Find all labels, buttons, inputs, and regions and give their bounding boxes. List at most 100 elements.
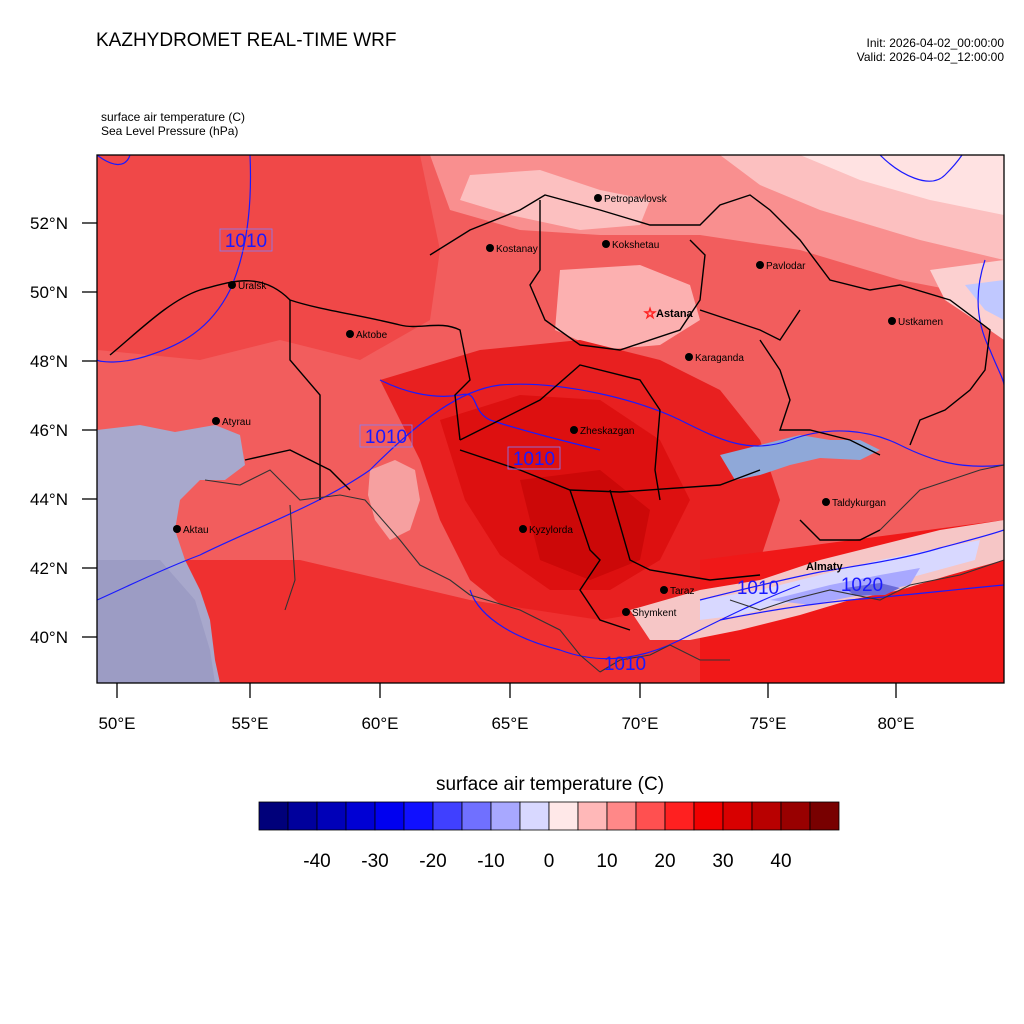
city-label: Kostanay [496,244,538,255]
axis-ticks [82,222,897,698]
colorbar-swatch [461,801,492,831]
colorbar-swatch [751,801,782,831]
colorbar-swatch [345,801,376,831]
lat-tick-label: 48°N [30,352,68,371]
colorbar-swatch [374,801,405,831]
colorbar-title: surface air temperature (C) [435,774,665,795]
colorbar-swatch [664,801,695,831]
colorbar-swatch [287,801,318,831]
colorbar-swatch [432,801,463,831]
colorbar [258,801,840,831]
city-marker [486,244,494,252]
city-label: Uralsk [238,281,267,292]
region-borders [109,194,991,631]
lat-tick-label: 42°N [30,559,68,578]
city-label: Karaganda [695,353,744,364]
city-marker [346,330,354,338]
city-marker [822,498,830,506]
city-label: Taldykurgan [832,498,886,509]
isobar-label: 1020 [841,575,883,596]
colorbar-tick-label: 30 [712,851,733,872]
lon-axis: 50°E 55°E 60°E 65°E 70°E 75°E 80°E [98,714,914,733]
colorbar-tick-label: -30 [361,851,388,872]
colorbar-swatch [316,801,347,831]
page-title: KAZHYDROMET REAL-TIME WRF [96,30,397,51]
isobar-labels: 1010 1010 1010 1010 1010 1020 [219,228,883,675]
map-frame [96,154,1005,684]
colorbar-tick-label: 10 [596,851,617,872]
city-label: Ustkamen [898,317,943,328]
colorbar-swatch [635,801,666,831]
valid-time: Valid: 2026-04-02_12:00:00 [856,50,1004,64]
lat-axis: 52°N 50°N 48°N 46°N 44°N 42°N 40°N [30,214,68,647]
city-label: Astana [656,308,694,320]
country-borders [204,464,1005,673]
lon-tick-label: 80°E [877,714,914,733]
city-marker [685,353,693,361]
pressure-label: Sea Level Pressure (hPa) [101,124,239,138]
run-info: Init: 2026-04-02_00:00:00 Valid: 2026-04… [857,36,1004,64]
colorbar-tick-label: -10 [477,851,504,872]
city-marker [519,525,527,533]
colorbar-swatch [548,801,579,831]
colorbar-swatch [693,801,724,831]
isobar-label: 1010 [513,449,555,470]
colorbar-swatch [780,801,811,831]
lon-tick-label: 65°E [491,714,528,733]
colorbar-swatch [403,801,434,831]
city-label: Zheskazgan [580,426,634,437]
colorbar-tick-label: 40 [770,851,791,872]
city-marker [570,426,578,434]
init-time: Init: 2026-04-02_00:00:00 [866,36,1004,50]
isobar-lines [97,155,1004,660]
colorbar-swatch [606,801,637,831]
lon-tick-label: 60°E [361,714,398,733]
lat-tick-label: 50°N [30,283,68,302]
city-label: Shymkent [632,608,677,619]
city-label: Aktau [183,525,209,536]
lon-tick-label: 50°E [98,714,135,733]
colorbar-swatch [809,801,840,831]
city-marker [212,417,220,425]
colorbar-swatch [577,801,608,831]
city-marker [228,281,236,289]
city-marker [756,261,764,269]
colorbar-swatch [722,801,753,831]
isobar-label: 1010 [604,654,646,675]
city-label: Aktobe [356,330,388,341]
city-label: Almaty [806,561,844,573]
colorbar-tick-label: 20 [654,851,675,872]
city-marker [660,586,668,594]
city-marker [622,608,630,616]
colorbar-swatch [519,801,550,831]
colorbar-tick-label: -20 [419,851,446,872]
lat-tick-label: 44°N [30,490,68,509]
lon-tick-label: 75°E [749,714,786,733]
city-label: Kyzylorda [529,525,573,536]
city-label: Kokshetau [612,240,659,251]
city-marker [602,240,610,248]
colorbar-labels: -40 -30 -20 -10 0 10 20 30 40 [303,851,791,872]
city-label: Petropavlovsk [604,194,668,205]
colorbar-tick-label: 0 [544,851,555,872]
temperature-label: surface air temperature (C) [101,110,246,124]
city-marker [888,317,896,325]
isobar-label: 1010 [225,231,267,252]
city-label: Pavlodar [766,261,806,272]
colorbar-swatch [258,801,289,831]
variable-labels: surface air temperature (C) Sea Level Pr… [101,110,245,138]
cities: Petropavlovsk Kostanay Kokshetau Pavloda… [173,194,943,619]
lon-tick-label: 70°E [621,714,658,733]
capital-star-icon: ☆ [644,305,657,321]
city-marker [173,525,181,533]
city-label: Atyrau [222,417,251,428]
isobar-label: 1010 [365,427,407,448]
lat-tick-label: 52°N [30,214,68,233]
colorbar-swatch [490,801,521,831]
lat-tick-label: 40°N [30,628,68,647]
city-marker [594,194,602,202]
isobar-label: 1010 [737,578,779,599]
lon-tick-label: 55°E [231,714,268,733]
city-label: Taraz [670,586,694,597]
